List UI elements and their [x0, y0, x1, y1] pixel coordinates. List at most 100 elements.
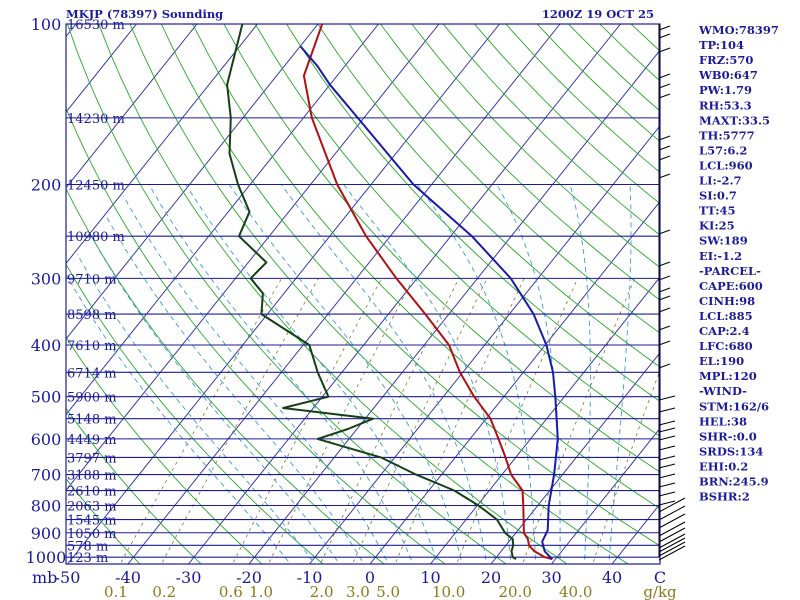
temperature-tick-label: 30 [541, 568, 561, 587]
wind-barb [658, 83, 671, 89]
wind-barb [658, 505, 686, 521]
wind-barb [658, 513, 686, 529]
wind-barb [658, 33, 671, 39]
moist-adiabat-line [90, 235, 340, 564]
wind-barbs [658, 24, 686, 561]
mixing-ratio-tick-label: 3.0 [346, 583, 370, 600]
index-item: SHR-:0.0 [699, 429, 757, 443]
wind-barb [658, 287, 671, 293]
y-axis-unit-label: mb [32, 568, 57, 587]
index-item: MAXT:33.5 [699, 113, 770, 127]
dry-adiabat-line [66, 407, 202, 564]
wind-barb [658, 275, 671, 281]
wind-barb [658, 533, 686, 549]
dry-adiabat-line [66, 336, 263, 564]
height-label: 3188 m [67, 469, 117, 484]
index-item: MPL:120 [699, 369, 757, 383]
dry-adiabat-line [66, 263, 324, 564]
mixing-ratio-tick-label: 5.0 [376, 583, 400, 600]
moist-adiabat-line [416, 184, 537, 564]
index-item: SI:0.7 [699, 189, 737, 203]
chart-time: 1200Z 19 OCT 25 [542, 7, 654, 21]
wind-barb [658, 527, 686, 543]
height-label: 2063 m [67, 499, 117, 514]
isotherm-line [66, 24, 319, 340]
wind-barb [658, 145, 671, 151]
isotherm-line [66, 24, 198, 189]
wind-barb [658, 325, 671, 331]
wind-barb [658, 463, 676, 469]
index-item: WB0:647 [698, 68, 758, 82]
isotherm-line [430, 276, 660, 564]
wind-barb [658, 455, 676, 461]
moist-adiabat-line [496, 184, 561, 564]
moist-adiabat-line [228, 184, 463, 564]
height-label: 6714 m [67, 366, 117, 381]
moist-adiabat-line [343, 184, 512, 564]
mixing-ratio-tick-label: 2.0 [310, 583, 334, 600]
plot-frame [65, 23, 661, 565]
isotherm-line [309, 125, 660, 564]
temperature-tick-label: -50 [55, 568, 81, 587]
pressure-tick-label: 500 [31, 388, 62, 407]
index-item: EL:190 [699, 354, 744, 368]
height-label: 5148 m [67, 413, 117, 428]
wind-barb [658, 537, 686, 553]
index-item: -WIND- [699, 384, 747, 398]
mixing-ratio-tick-label: 0.1 [104, 583, 128, 600]
mixing-ratio-line [232, 278, 382, 564]
wind-barb [658, 73, 671, 79]
wind-barb [658, 545, 686, 561]
index-item: TT:45 [699, 204, 736, 218]
wind-barb [658, 395, 676, 401]
chart-title: MKJP (78397) Sounding [66, 7, 223, 21]
wind-barb [658, 491, 676, 497]
index-item: SRDS:134 [699, 444, 763, 458]
mixing-ratio-line [592, 369, 660, 564]
dewpoint-profile-line [226, 24, 517, 561]
height-label: 7610 m [67, 339, 117, 354]
wind-barb [658, 363, 671, 369]
temperature-profile-line [302, 24, 553, 561]
index-item: STM:162/6 [699, 399, 769, 413]
wind-barb [658, 261, 671, 267]
parcel-path-line [299, 45, 559, 560]
index-item: BRN:245.9 [699, 475, 769, 489]
index-item: KI:25 [699, 219, 735, 233]
pressure-tick-label: 400 [31, 336, 62, 355]
height-label: 16530 m [67, 18, 125, 33]
indices-panel: WMO:78397TP:104FRZ:570WB0:647PW:1.79RH:5… [698, 23, 779, 504]
temperature-tick-label: -10 [297, 568, 323, 587]
isotherm-line [66, 24, 258, 265]
index-item: -PARCEL- [699, 264, 761, 278]
height-label: 9710 m [67, 272, 117, 287]
wind-barb [658, 473, 676, 479]
moist-adiabat-line [106, 216, 365, 564]
wind-barb [658, 435, 676, 441]
wind-barb [658, 295, 671, 301]
isotherm-line [369, 200, 660, 564]
wind-barb [658, 407, 676, 413]
wind-barb [658, 427, 676, 433]
height-label: 4449 m [67, 433, 117, 448]
wind-barb [658, 93, 671, 99]
height-label: 10980 m [67, 230, 125, 245]
height-label: 123 m [67, 551, 108, 566]
index-item: CAP:2.4 [699, 324, 750, 338]
mixing-ratio-line [522, 278, 636, 564]
temperature-tick-label: 40 [602, 568, 622, 587]
wind-barb [658, 497, 686, 513]
index-item: FRZ:570 [699, 53, 753, 67]
mixing-ratio-line [119, 278, 282, 564]
index-item: BSHR:2 [699, 490, 750, 504]
isotherm-line [248, 49, 660, 564]
pressure-tick-label: 600 [31, 430, 62, 449]
wind-barb [658, 521, 686, 537]
mixing-ratio-tick-label: 0.6 [219, 583, 243, 600]
height-label: 2610 m [67, 485, 117, 500]
temperature-tick-label: 0 [365, 568, 375, 587]
index-item: RH:53.3 [699, 98, 752, 112]
index-item: TH:5777 [699, 128, 755, 142]
index-item: CAPE:600 [699, 279, 763, 293]
